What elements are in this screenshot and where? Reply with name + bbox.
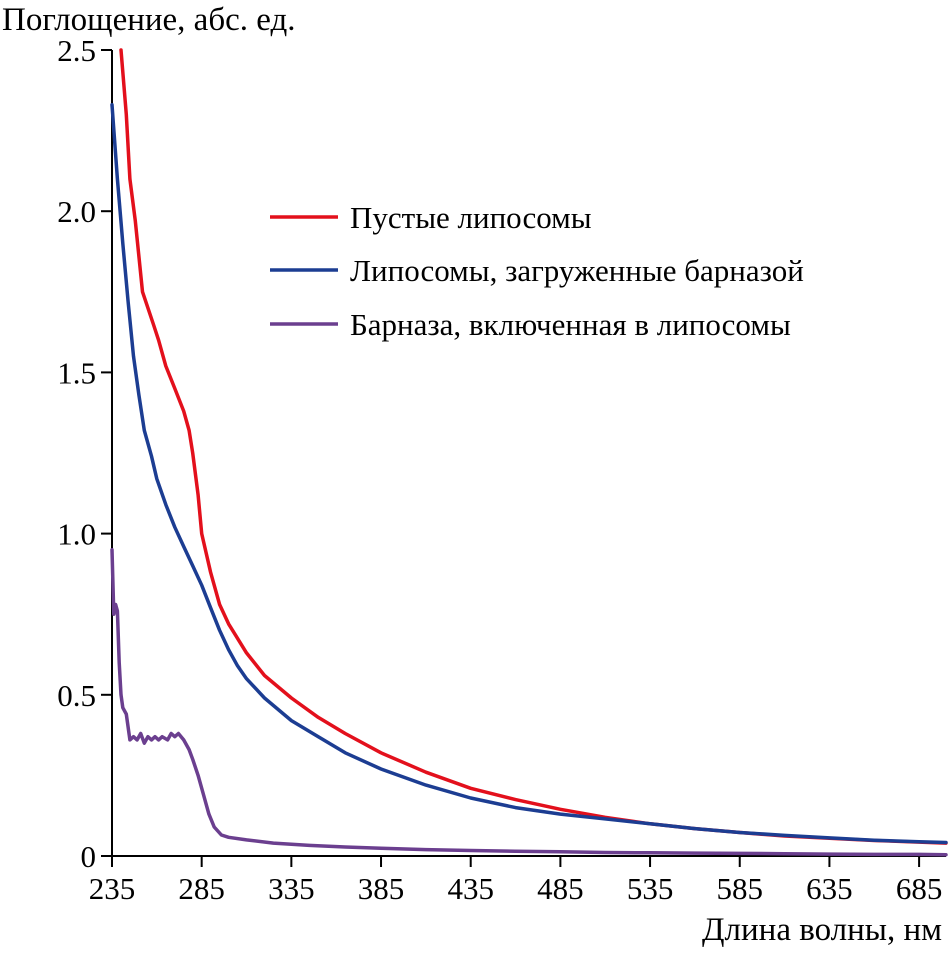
y-tick-label: 2.5	[57, 33, 96, 68]
y-axis-title: Поглощение, абс. ед.	[2, 2, 296, 38]
x-tick-label: 535	[627, 871, 674, 906]
x-tick-label: 285	[178, 871, 225, 906]
series-line-encapsulated-barnase	[110, 547, 948, 857]
x-axis-title: Длина волны, нм	[702, 912, 942, 948]
legend-item-barnase-loaded-liposomes: Липосомы, загруженные барназой	[270, 253, 804, 288]
x-tick-label: 235	[89, 871, 136, 906]
legend-item-empty-liposomes: Пустые липосомы	[270, 200, 592, 235]
y-tick-label: 0.5	[57, 678, 96, 713]
series-line-barnase-loaded-liposomes	[110, 103, 948, 845]
x-tick-label: 385	[358, 871, 405, 906]
legend-label-empty-liposomes: Пустые липосомы	[350, 200, 592, 235]
y-tick-label: 0	[81, 839, 97, 874]
x-tick-label: 685	[896, 871, 943, 906]
x-tick-label: 635	[806, 871, 853, 906]
x-tick-label: 485	[537, 871, 584, 906]
x-tick-label: 435	[447, 871, 494, 906]
legend-item-encapsulated-barnase: Барназа, включенная в липосомы	[270, 307, 791, 342]
legend: Пустые липосомы Липосомы, загруженные ба…	[270, 200, 804, 342]
y-tick-label: 2.0	[57, 194, 96, 229]
legend-label-barnase-loaded-liposomes: Липосомы, загруженные барназой	[350, 253, 804, 288]
y-tick-label: 1.5	[57, 355, 96, 390]
legend-label-encapsulated-barnase: Барназа, включенная в липосомы	[350, 307, 791, 342]
series-line-empty-liposomes	[119, 48, 948, 845]
y-tick-label: 1.0	[57, 517, 96, 552]
axes	[111, 50, 946, 857]
x-tick-label: 335	[268, 871, 315, 906]
x-tick-label: 585	[716, 871, 763, 906]
